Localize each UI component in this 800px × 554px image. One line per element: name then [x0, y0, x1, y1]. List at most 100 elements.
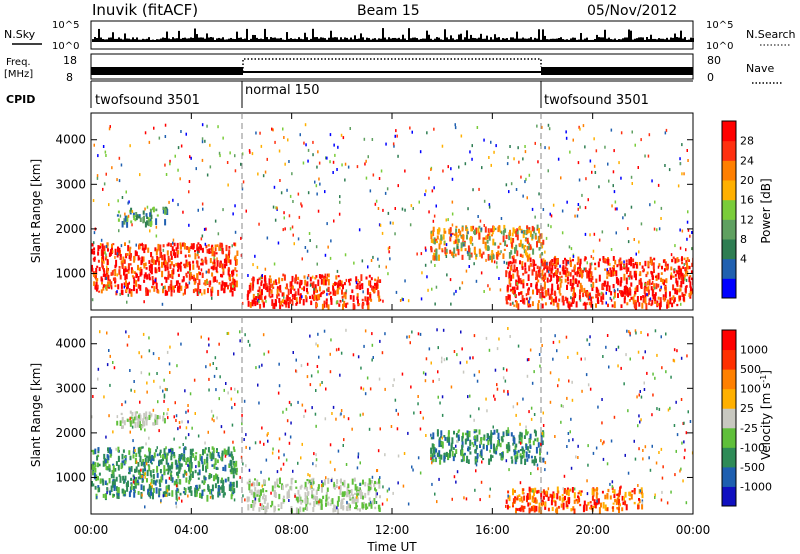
echo-cell: [336, 500, 339, 507]
echo-cell: [520, 496, 523, 501]
echo-cell: [145, 442, 147, 446]
echo-cell: [542, 495, 545, 500]
echo-cell: [651, 289, 654, 297]
echo-cell: [660, 206, 663, 210]
echo-cell: [620, 485, 622, 489]
echo-cell: [183, 487, 186, 491]
echo-cell: [550, 268, 553, 274]
echo-cell: [106, 268, 109, 274]
echo-cell: [592, 249, 595, 253]
echo-cell: [541, 252, 544, 256]
noise-sample: [492, 39, 494, 42]
echo-cell: [140, 468, 142, 472]
echo-cell: [532, 505, 535, 510]
echo-cell: [131, 417, 134, 425]
echo-cell: [412, 468, 414, 472]
echo-cell: [572, 508, 575, 511]
echo-cell: [674, 268, 676, 272]
echo-cell: [544, 272, 547, 278]
echo-cell: [582, 269, 584, 273]
echo-cell: [206, 173, 209, 177]
echo-cell: [669, 291, 671, 297]
echo-cell: [174, 480, 176, 486]
echo-cell: [481, 166, 483, 170]
echo-cell: [163, 418, 166, 424]
echo-cell: [548, 146, 550, 150]
echo-cell: [508, 468, 510, 472]
echo-cell: [218, 397, 220, 401]
echo-cell: [579, 127, 581, 131]
echo-cell: [518, 494, 521, 497]
echo-cell: [576, 262, 579, 265]
echo-cell: [664, 291, 667, 299]
echo-cell: [131, 223, 133, 227]
echo-cell: [505, 183, 508, 187]
echo-cell: [252, 282, 255, 289]
echo-cell: [487, 439, 490, 446]
echo-cell: [689, 275, 692, 278]
echo-cell: [330, 239, 332, 243]
echo-cell: [536, 490, 539, 494]
echo-cell: [210, 409, 213, 413]
echo-cell: [647, 289, 650, 295]
echo-cell: [613, 415, 616, 419]
echo-cell: [268, 288, 271, 291]
echo-cell: [175, 479, 178, 485]
echo-cell: [560, 404, 563, 408]
echo-cell: [570, 287, 573, 292]
echo-cell: [170, 280, 173, 287]
echo-cell: [332, 288, 335, 295]
echo-cell: [295, 358, 297, 362]
velocity-colorbar-swatch: [722, 330, 736, 351]
echo-cell: [122, 256, 125, 263]
noise-tick-left-bottom: 10^0: [52, 41, 79, 52]
echo-cell: [105, 154, 107, 157]
echo-cell: [508, 234, 511, 241]
echo-cell: [584, 232, 587, 236]
echo-cell: [591, 488, 594, 496]
power-colorbar-frame: [721, 120, 737, 299]
echo-cell: [370, 502, 373, 509]
echo-cell: [630, 282, 633, 287]
echo-cell: [586, 261, 588, 265]
echo-cell: [149, 482, 152, 486]
echo-cell: [676, 433, 679, 437]
echo-cell: [110, 281, 113, 285]
echo-cell: [543, 258, 545, 262]
echo-cell: [184, 493, 187, 496]
noise-sample: [142, 38, 144, 42]
echo-cell: [578, 125, 580, 129]
echo-cell: [463, 452, 466, 456]
echo-cell: [524, 245, 527, 247]
echo-cell: [180, 454, 183, 460]
echo-cell: [159, 248, 162, 255]
echo-cell: [344, 294, 347, 300]
echo-cell: [115, 486, 118, 492]
echo-cell: [538, 236, 541, 244]
echo-cell: [644, 297, 647, 305]
echo-cell: [450, 233, 452, 237]
echo-cell: [230, 465, 233, 473]
echo-cell: [457, 430, 460, 434]
echo-cell: [199, 244, 202, 250]
noise-sample: [218, 37, 220, 42]
echo-cell: [215, 266, 218, 273]
echo-cell: [644, 292, 647, 299]
echo-cell: [94, 448, 97, 455]
echo-cell: [544, 501, 547, 507]
echo-cell: [178, 282, 181, 290]
echo-cell: [485, 258, 487, 262]
echo-cell: [190, 245, 193, 249]
echo-cell: [163, 448, 166, 455]
noise-sample: [352, 39, 354, 42]
echo-cell: [124, 267, 127, 273]
echo-cell: [354, 492, 357, 495]
noise-sample: [168, 38, 170, 42]
echo-cell: [540, 442, 542, 446]
echo-cell: [540, 492, 543, 500]
echo-cell: [611, 485, 614, 489]
echo-cell: [255, 366, 257, 370]
echo-cell: [592, 256, 595, 260]
echo-cell: [664, 131, 667, 135]
echo-cell: [160, 476, 163, 483]
